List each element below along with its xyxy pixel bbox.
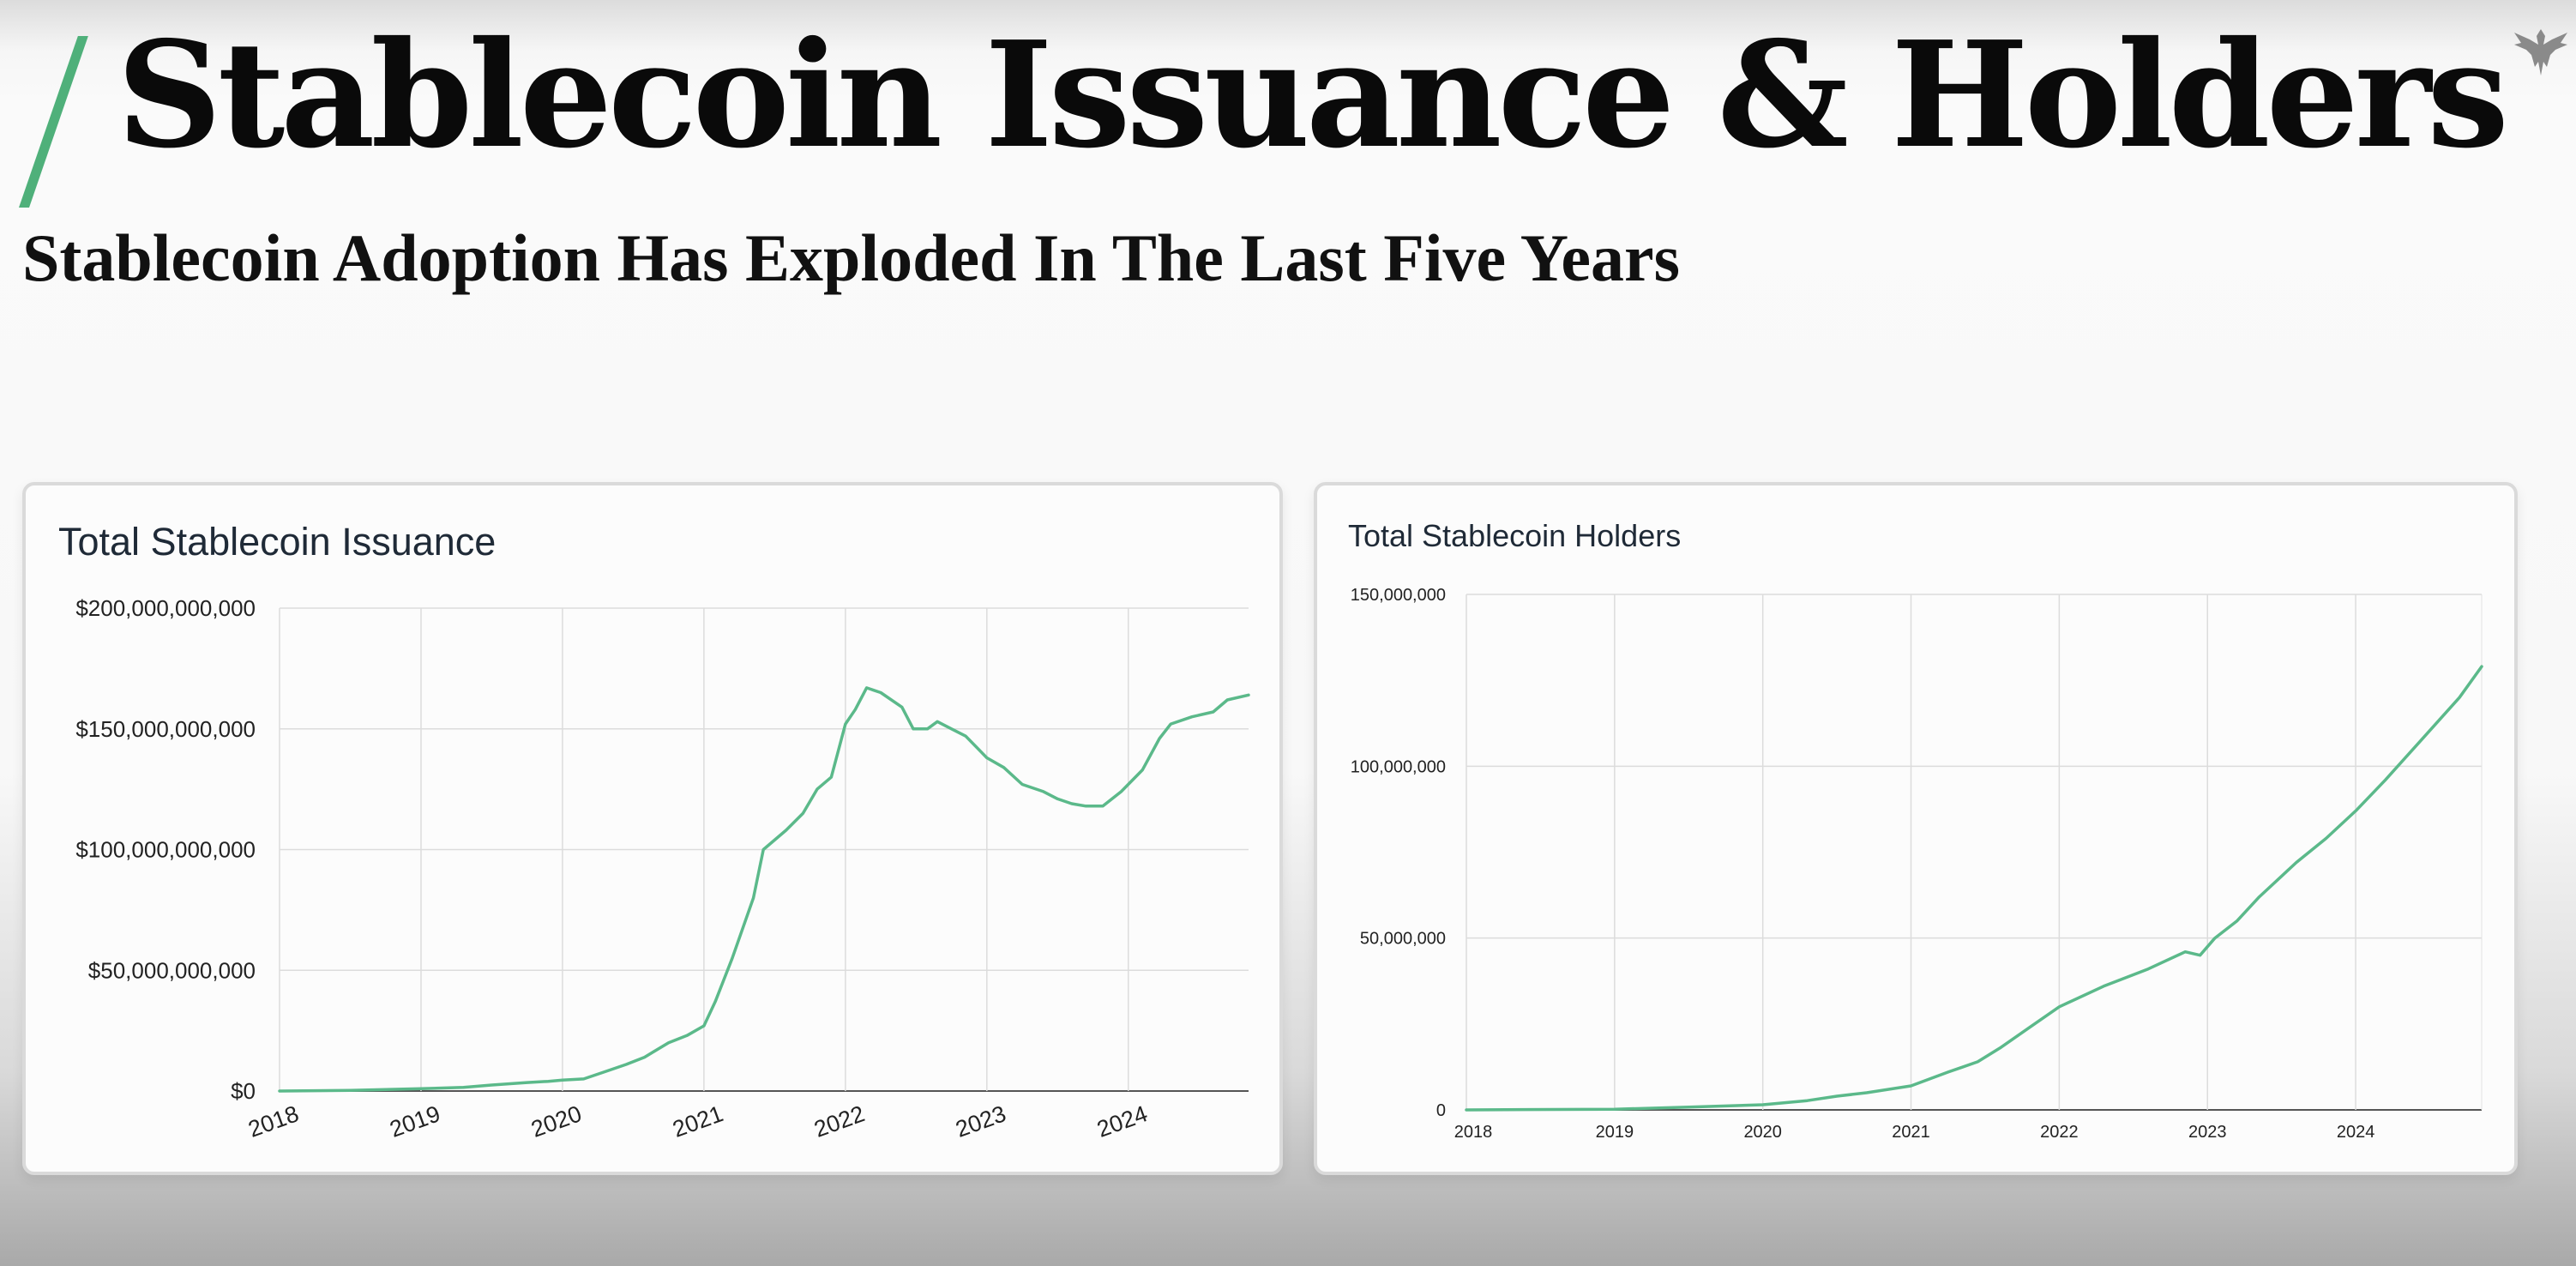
issuance-x-tick-label: 2023: [952, 1100, 1009, 1142]
issuance-y-tick-label: $200,000,000,000: [75, 595, 256, 621]
holders-x-tick-label: 2021: [1892, 1123, 1930, 1142]
holders-x-tick-label: 2020: [1743, 1123, 1782, 1142]
issuance-series-line: [278, 686, 1250, 1093]
issuance-y-tick-label: $50,000,000,000: [88, 957, 256, 983]
holders-chart-card: Total Stablecoin Holders 0 50,000,000 100,…: [1314, 482, 2518, 1175]
issuance-y-tick-label: $100,000,000,000: [75, 837, 256, 863]
page-title: Stablecoin Issuance & Holders: [117, 9, 2509, 181]
holders-x-tick-label: 2024: [2337, 1123, 2375, 1142]
holders-chart-title: Total Stablecoin Holders: [1348, 518, 1682, 553]
issuance-x-tick-label: 2022: [810, 1100, 868, 1142]
accent-slash: [19, 36, 88, 208]
issuance-x-tick-label: 2019: [387, 1100, 444, 1142]
issuance-x-tick-label: 2021: [669, 1100, 726, 1142]
eagle-icon: [2514, 29, 2567, 75]
issuance-x-tick-label: 2024: [1093, 1100, 1151, 1142]
holders-x-tick-label: 2018: [1454, 1123, 1493, 1142]
holders-y-tick-label: 0: [1436, 1101, 1446, 1120]
holders-x-tick-label: 2022: [2040, 1123, 2079, 1142]
holders-series-line: [1465, 665, 2483, 1112]
issuance-x-tick-label: 2020: [527, 1100, 585, 1142]
holders-y-tick-label: 100,000,000: [1351, 757, 1446, 776]
issuance-chart-title: Total Stablecoin Issuance: [58, 520, 497, 564]
issuance-chart-card: Total Stablecoin Issuance $0 $50,000,000,…: [22, 482, 1283, 1175]
holders-y-tick-label: 50,000,000: [1360, 930, 1446, 949]
holders-x-tick-label: 2023: [2188, 1123, 2227, 1142]
page-subtitle: Stablecoin Adoption Has Exploded In The …: [22, 220, 1681, 295]
holders-chart: 0 50,000,000 100,000,000 150,000,000 2018 201…: [1351, 586, 2483, 1142]
issuance-chart: $0 $50,000,000,000 $100,000,000,000 $150,00…: [75, 595, 1250, 1142]
issuance-x-tick-label: 2018: [245, 1100, 303, 1142]
holders-x-tick-label: 2019: [1596, 1123, 1634, 1142]
issuance-y-tick-label: $150,000,000,000: [75, 716, 256, 742]
holders-y-tick-label: 150,000,000: [1351, 586, 1446, 605]
issuance-y-tick-label: $0: [231, 1078, 256, 1104]
